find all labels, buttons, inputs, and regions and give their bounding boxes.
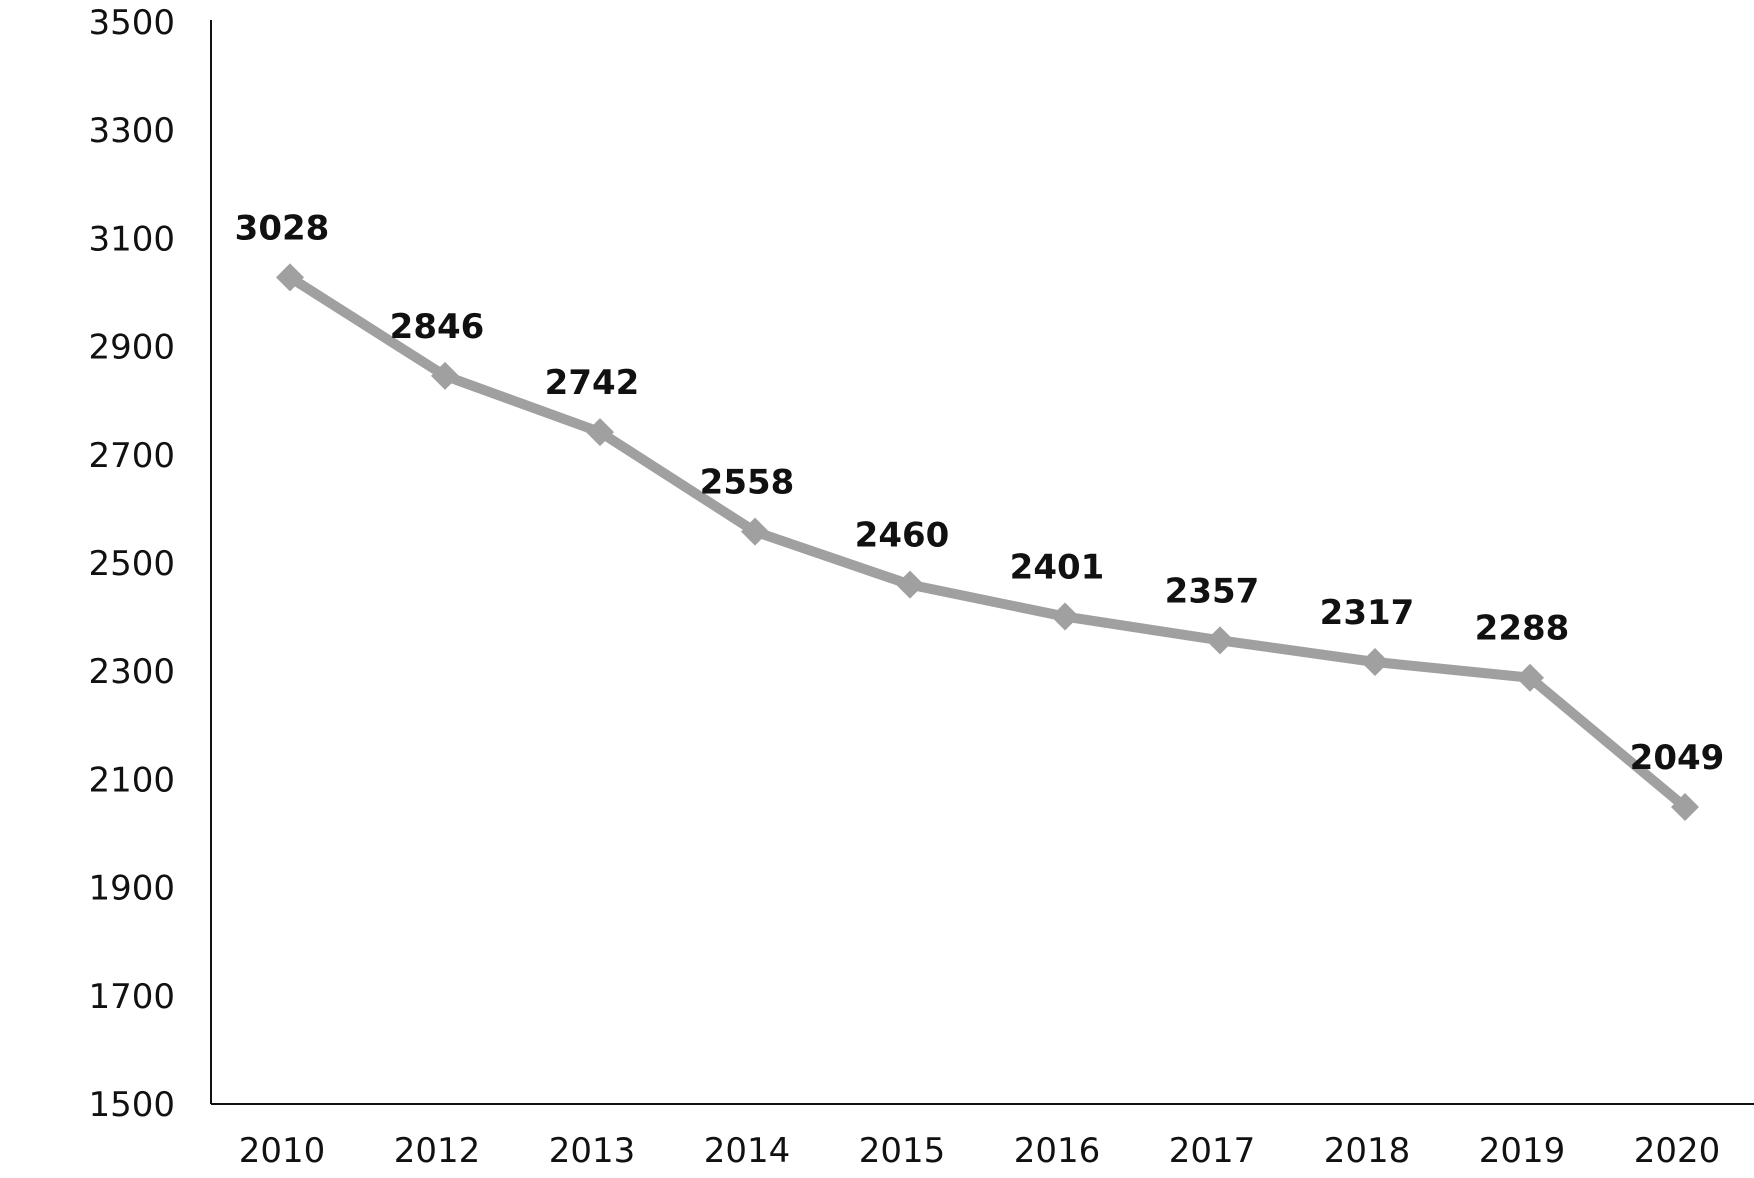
data-point-marker <box>431 361 459 390</box>
data-label: 2357 <box>1165 571 1260 611</box>
data-point-marker <box>1051 602 1079 631</box>
data-point-marker <box>1516 663 1544 692</box>
data-label: 2558 <box>700 463 795 503</box>
y-tick-label: 2700 <box>88 436 175 476</box>
data-point-marker <box>1206 626 1234 655</box>
x-tick-label: 2016 <box>1014 1131 1101 1171</box>
y-tick-label: 1700 <box>88 977 175 1017</box>
data-point-marker <box>276 263 304 292</box>
y-tick-label: 3300 <box>88 111 175 151</box>
data-point-marker <box>1671 792 1699 821</box>
data-label: 2846 <box>390 307 485 347</box>
data-labels-group: 3028 2846 2742 2558 2460 2401 2357 2317 2288 2049 <box>235 208 1725 778</box>
x-tick-label: 2017 <box>1169 1131 1256 1171</box>
y-tick-label: 1900 <box>88 869 175 909</box>
x-tick-label: 2018 <box>1324 1131 1411 1171</box>
data-point-marker <box>586 418 614 447</box>
x-axis-tick-labels: 2010 2012 2013 2014 2015 2016 2017 2018 2019 2020 <box>239 1131 1721 1171</box>
data-label: 2049 <box>1630 738 1725 778</box>
series-line <box>285 272 1690 812</box>
x-tick-label: 2010 <box>239 1131 326 1171</box>
x-tick-label: 2019 <box>1479 1131 1566 1171</box>
data-point-marker <box>741 517 769 546</box>
y-tick-label: 2500 <box>88 544 175 584</box>
x-tick-label: 2020 <box>1634 1131 1721 1171</box>
x-tick-label: 2012 <box>394 1131 481 1171</box>
data-label: 2288 <box>1475 609 1570 649</box>
data-point-marker <box>896 570 924 599</box>
data-label: 3028 <box>235 208 330 248</box>
x-tick-label: 2014 <box>704 1131 791 1171</box>
data-label: 2742 <box>545 363 640 403</box>
data-point-marker <box>1361 648 1389 677</box>
data-label: 2401 <box>1010 548 1105 588</box>
x-tick-label: 2013 <box>549 1131 636 1171</box>
y-tick-label: 2900 <box>88 328 175 368</box>
x-tick-label: 2015 <box>859 1131 946 1171</box>
data-label: 2460 <box>855 516 950 556</box>
y-tick-label: 2300 <box>88 652 175 692</box>
series-group <box>276 263 1699 821</box>
y-tick-label: 2100 <box>88 760 175 800</box>
y-tick-label: 3500 <box>88 3 175 43</box>
y-tick-label: 3100 <box>88 219 175 259</box>
y-axis-tick-labels: 1500 1700 1900 2100 2300 2500 2700 2900 3100 3300… <box>88 3 175 1125</box>
data-label: 2317 <box>1320 593 1415 633</box>
y-tick-label: 1500 <box>88 1085 175 1125</box>
